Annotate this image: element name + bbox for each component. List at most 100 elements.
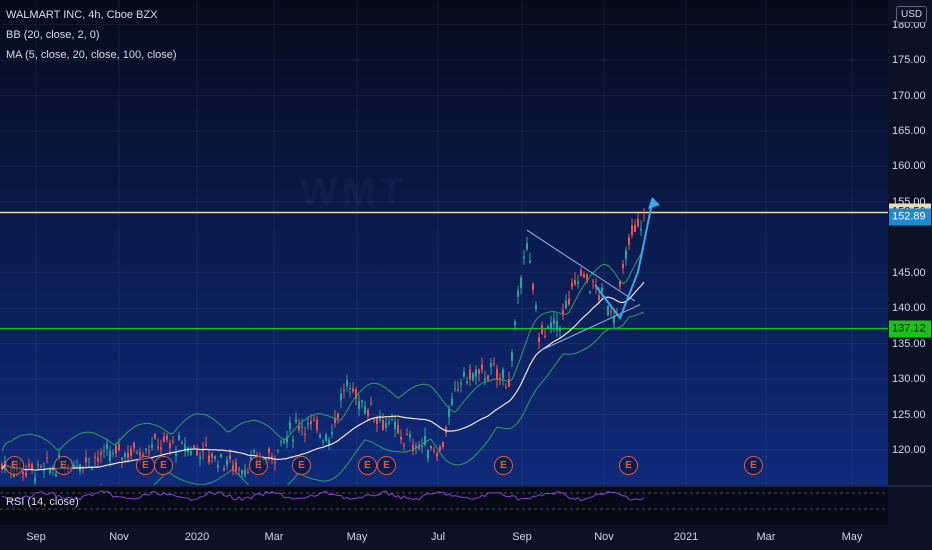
candle-body bbox=[502, 369, 504, 379]
candle-body bbox=[166, 435, 168, 440]
candle-body bbox=[283, 441, 285, 444]
candle-body bbox=[118, 444, 120, 450]
pane-separator[interactable] bbox=[0, 485, 932, 487]
currency-button[interactable]: USD bbox=[896, 6, 928, 23]
candle-body bbox=[139, 452, 141, 456]
candle-body bbox=[202, 449, 204, 452]
candle-body bbox=[496, 368, 498, 380]
time-axis[interactable]: Sep Nov 2020 Mar May Jul Sep Nov 2021 Mar May bbox=[0, 525, 932, 550]
earnings-marker-icon[interactable]: E bbox=[292, 456, 311, 475]
candle-body bbox=[199, 457, 201, 459]
candle-body bbox=[610, 311, 612, 313]
price-chart-canvas[interactable] bbox=[0, 0, 888, 485]
candle-body bbox=[568, 298, 570, 305]
candle-body bbox=[160, 447, 162, 450]
arrow-head-icon bbox=[648, 197, 660, 209]
candle-body bbox=[529, 260, 531, 263]
candle-body bbox=[538, 337, 540, 342]
time-tick-label: Nov bbox=[594, 531, 614, 543]
bb-lower-band bbox=[99, 311, 645, 485]
candle-body bbox=[406, 434, 408, 436]
candle-body bbox=[394, 421, 396, 430]
candle-body bbox=[103, 450, 105, 452]
earnings-marker-icon[interactable]: E bbox=[154, 456, 173, 475]
candle-body bbox=[520, 277, 522, 288]
earnings-marker-icon[interactable]: E bbox=[5, 456, 24, 475]
rsi-pane[interactable] bbox=[0, 487, 888, 525]
price-tick-label: 130.00 bbox=[892, 373, 926, 386]
candle-body bbox=[184, 444, 186, 452]
candle-body bbox=[619, 281, 621, 287]
candle-body bbox=[367, 410, 369, 417]
candle-body bbox=[85, 457, 87, 463]
candle-body bbox=[238, 468, 240, 470]
candle-body bbox=[364, 406, 366, 415]
candle-body bbox=[640, 228, 642, 231]
candle-body bbox=[547, 326, 549, 328]
bb-indicator-legend[interactable]: BB (20, close, 2, 0) bbox=[6, 29, 100, 41]
candle-body bbox=[541, 325, 543, 334]
rsi-axis[interactable] bbox=[888, 487, 932, 525]
rsi-indicator-legend[interactable]: RSI (14, close) bbox=[6, 496, 79, 508]
candle-body bbox=[100, 452, 102, 455]
candle-body bbox=[292, 439, 294, 442]
price-tick-label: 165.00 bbox=[892, 124, 926, 137]
candle-body bbox=[445, 427, 447, 433]
candle-body bbox=[106, 443, 108, 449]
candle-body bbox=[205, 444, 207, 447]
earnings-marker-icon[interactable]: E bbox=[358, 456, 377, 475]
candle-body bbox=[544, 335, 546, 337]
candle-body bbox=[337, 413, 339, 419]
candle-body bbox=[448, 409, 450, 418]
candle-body bbox=[40, 466, 42, 468]
candle-body bbox=[643, 212, 645, 214]
candle-body bbox=[208, 455, 210, 462]
candle-body bbox=[214, 456, 216, 459]
candle-body bbox=[370, 402, 372, 404]
candle-body bbox=[562, 310, 564, 315]
time-tick-label: 2020 bbox=[184, 531, 210, 543]
projection-arrow bbox=[594, 202, 653, 321]
earnings-marker-icon[interactable]: E bbox=[494, 456, 513, 475]
price-tick-label: 160.00 bbox=[892, 160, 926, 173]
price-chart-pane[interactable]: WMT bbox=[0, 0, 888, 485]
earnings-marker-icon[interactable]: E bbox=[54, 456, 73, 475]
candle-body bbox=[583, 274, 585, 278]
candle-body bbox=[268, 448, 270, 453]
candle-body bbox=[559, 327, 561, 331]
candle-body bbox=[169, 443, 171, 449]
time-tick-label: Jul bbox=[430, 531, 446, 543]
candle-body bbox=[433, 450, 435, 452]
ma-indicator-legend[interactable]: MA (5, close, 20, close, 100, close) bbox=[6, 49, 177, 61]
candle-body bbox=[379, 417, 381, 421]
candle-body bbox=[439, 446, 441, 451]
candle-body bbox=[343, 389, 345, 391]
earnings-marker-icon[interactable]: E bbox=[619, 456, 638, 475]
candle-body bbox=[319, 434, 321, 437]
price-axis[interactable]: 180.00 175.00 170.00 165.00 160.00 155.00 145.… bbox=[888, 0, 932, 485]
candle-body bbox=[280, 441, 282, 443]
candle-body bbox=[94, 457, 96, 459]
price-tick-label: 175.00 bbox=[892, 54, 926, 67]
candle-body bbox=[427, 449, 429, 459]
candle-body bbox=[25, 472, 27, 476]
candle-body bbox=[373, 419, 375, 421]
candle-body bbox=[475, 369, 477, 377]
candle-body bbox=[412, 444, 414, 451]
earnings-marker-icon[interactable]: E bbox=[136, 456, 155, 475]
time-tick-label: May bbox=[841, 531, 863, 543]
candle-body bbox=[88, 458, 90, 460]
candle-body bbox=[385, 422, 387, 429]
candle-body bbox=[76, 465, 78, 467]
candle-body bbox=[82, 466, 84, 468]
candle-body bbox=[52, 466, 54, 468]
candle-body bbox=[151, 444, 153, 448]
candle-body bbox=[601, 287, 603, 292]
earnings-marker-icon[interactable]: E bbox=[249, 456, 268, 475]
earnings-marker-icon[interactable]: E bbox=[377, 456, 396, 475]
time-tick-label: May bbox=[346, 531, 368, 543]
earnings-marker-icon[interactable]: E bbox=[744, 456, 763, 475]
time-tick-label: Mar bbox=[756, 531, 776, 543]
symbol-legend[interactable]: WALMART INC, 4h, Cboe BZX bbox=[6, 9, 158, 21]
candle-body bbox=[220, 454, 222, 458]
